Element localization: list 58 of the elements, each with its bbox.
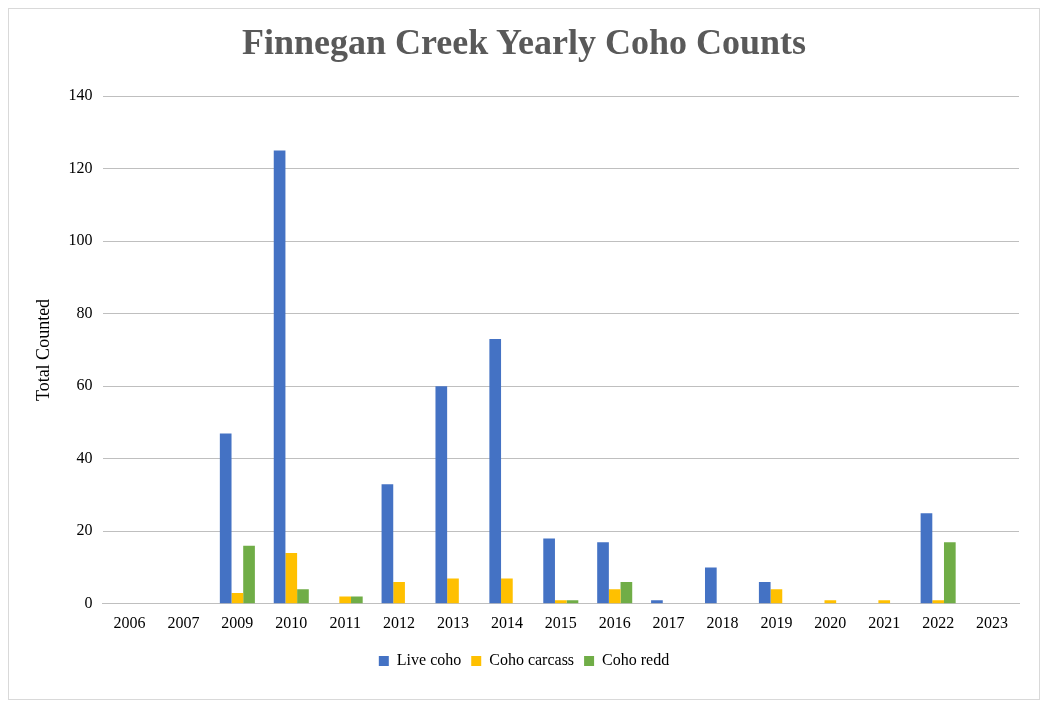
- bar: [620, 582, 633, 604]
- bar: [231, 592, 244, 604]
- y-tick-label: 80: [76, 303, 93, 321]
- x-tick-label: 2010: [275, 613, 308, 631]
- bar: [447, 578, 459, 604]
- bar: [651, 600, 663, 604]
- bar: [878, 600, 891, 604]
- bar: [943, 542, 956, 604]
- legend-label: Coho redd: [602, 651, 670, 669]
- y-tick-label: 140: [68, 86, 93, 104]
- bar: [554, 600, 567, 604]
- x-tick-label: 2020: [814, 613, 847, 631]
- x-tick-label: 2023: [976, 613, 1009, 631]
- x-tick-label: 2014: [490, 613, 523, 631]
- bar: [393, 582, 405, 604]
- x-tick-label: 2018: [706, 613, 739, 631]
- y-tick-label: 20: [76, 521, 93, 539]
- legend-label: Coho carcass: [489, 651, 575, 669]
- bar: [597, 542, 609, 604]
- x-tick-label: 2019: [760, 613, 793, 631]
- bar: [920, 513, 933, 604]
- x-tick-label: 2007: [167, 613, 200, 631]
- y-axis-title: Total Counted: [32, 298, 53, 402]
- chart-title: Finnegan Creek Yearly Coho Counts: [241, 21, 807, 62]
- legend-label: Live coho: [396, 651, 462, 669]
- bar: [285, 553, 298, 604]
- bar: [297, 589, 309, 604]
- bar: [339, 596, 352, 604]
- x-tick-label: 2016: [598, 613, 631, 631]
- x-tick-label: 2012: [383, 613, 416, 631]
- y-tick-label: 40: [76, 448, 93, 466]
- bar: [243, 545, 255, 604]
- bar: [351, 596, 363, 604]
- bar: [273, 150, 286, 604]
- bar: [932, 600, 944, 604]
- y-tick-label: 120: [68, 158, 93, 176]
- bar: [705, 567, 717, 604]
- y-tick-label: 100: [68, 231, 93, 249]
- y-tick-label: 0: [84, 594, 93, 611]
- x-tick-label: 2013: [436, 613, 469, 631]
- x-tick-label: 2011: [329, 613, 361, 631]
- bar: [501, 578, 513, 604]
- x-tick-label: 2009: [221, 613, 254, 631]
- x-tick-label: 2017: [652, 613, 685, 631]
- x-tick-label: 2015: [544, 613, 577, 631]
- bar: [219, 433, 232, 604]
- bar: [543, 538, 555, 604]
- x-tick-label: 2022: [922, 613, 955, 631]
- bar: [758, 582, 771, 604]
- bar: [381, 484, 394, 604]
- bar: [608, 589, 621, 604]
- bar: [489, 339, 502, 604]
- bar: [770, 589, 783, 604]
- x-tick-label: 2006: [113, 613, 146, 631]
- y-tick-label: 60: [76, 376, 93, 394]
- bar: [435, 386, 448, 604]
- x-tick-label: 2021: [868, 613, 901, 631]
- bar: [824, 600, 837, 604]
